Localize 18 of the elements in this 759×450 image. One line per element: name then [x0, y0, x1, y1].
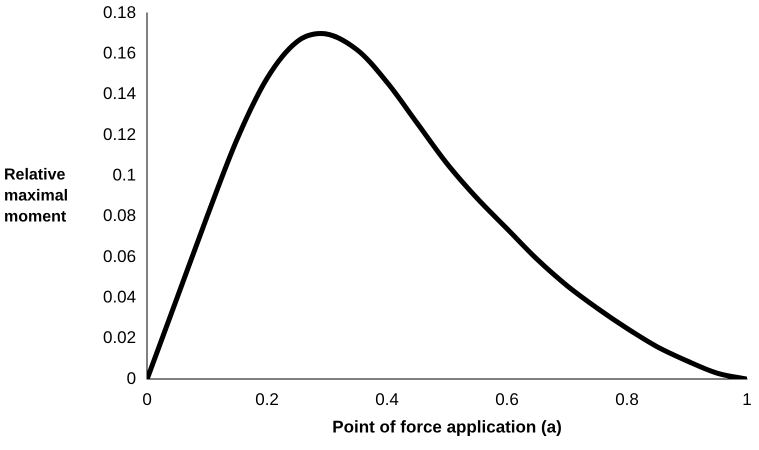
y-tick-label: 0.06: [102, 246, 136, 266]
y-tick-label: 0.14: [102, 84, 136, 104]
y-tick-label: 0.16: [102, 44, 136, 63]
y-tick-label: 0.04: [102, 288, 136, 307]
x-tick-label: 0.4: [375, 390, 399, 410]
x-tick-label: 0.2: [255, 390, 279, 410]
y-tick-label: 0.1: [112, 166, 136, 185]
x-tick-label: 0.8: [615, 390, 639, 410]
x-tick-label: 0: [142, 390, 152, 410]
y-tick-label: 0: [126, 368, 136, 388]
y-axis-title: Relative maximal moment: [4, 166, 68, 226]
y-tick-label: 0.12: [102, 124, 136, 144]
x-tick-label: 0.6: [495, 390, 519, 410]
y-tick-label: 0.02: [102, 328, 136, 348]
y-tick-label: 0.08: [102, 206, 136, 226]
y-tick-label: 0.18: [102, 2, 136, 22]
x-tick-label: 1: [742, 390, 752, 410]
x-axis-title: Point of force application (a): [332, 417, 562, 436]
